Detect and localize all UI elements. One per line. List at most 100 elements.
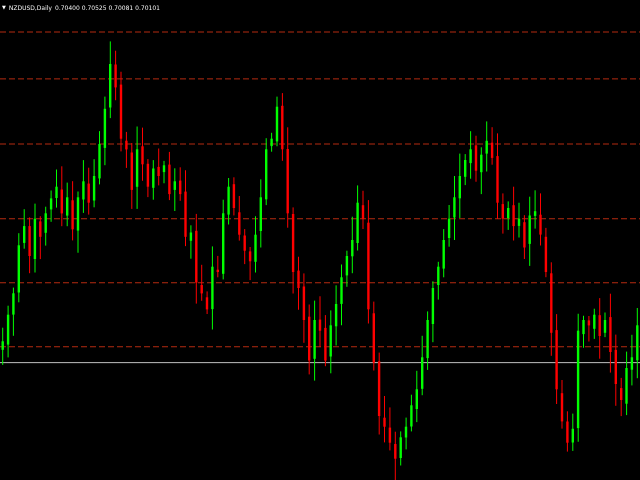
candle-body-91 (490, 142, 494, 158)
chart-header: ▼ NZDUSD,Daily 0.70400 0.70525 0.70081 0… (2, 3, 160, 13)
candle-body-76 (410, 405, 413, 427)
candle-body-84 (453, 197, 456, 218)
candle-body-85 (458, 176, 461, 199)
candle-body-82 (442, 240, 445, 269)
candle-body-79 (426, 320, 429, 359)
candle-body-65 (351, 240, 354, 257)
chart-symbol-label: NZDUSD,Daily (8, 4, 52, 12)
candle-body-22 (119, 84, 123, 139)
chart-menu-icon[interactable]: ▼ (2, 5, 6, 11)
candle-body-46 (248, 251, 252, 262)
candle-body-70 (377, 361, 381, 416)
candle-body-63 (340, 277, 343, 304)
candle-body-87 (469, 149, 472, 164)
candle-body-92 (496, 156, 499, 203)
candle-body-116 (625, 368, 628, 404)
candle-body-100 (539, 214, 542, 235)
candle-body-1 (6, 314, 10, 345)
candle-body-50 (270, 138, 273, 147)
candle-body-78 (421, 357, 424, 389)
candle-body-110 (593, 314, 596, 329)
candle-body-113 (609, 317, 612, 352)
candle-body-101 (544, 236, 548, 272)
candle-body-34 (184, 191, 187, 237)
candle-body-33 (179, 180, 182, 195)
candle-body-21 (114, 64, 117, 88)
candle-body-89 (480, 154, 483, 173)
candle-body-3 (17, 245, 20, 293)
candle-body-61 (329, 325, 332, 357)
candle-body-30 (162, 165, 166, 173)
candle-body-68 (367, 222, 370, 310)
candle-body-6 (33, 218, 37, 259)
candle-body-55 (297, 270, 300, 288)
candle-body-77 (415, 389, 418, 409)
chart-ohlc-readout: 0.70400 0.70525 0.70081 0.70101 (55, 4, 160, 12)
candle-body-107 (576, 330, 580, 429)
candle-body-20 (109, 64, 112, 108)
candle-body-40 (216, 269, 219, 272)
candle-body-108 (582, 320, 585, 335)
candle-body-88 (474, 145, 478, 171)
candle-body-25 (135, 149, 139, 187)
candle-body-96 (517, 218, 521, 226)
candle-body-74 (399, 437, 402, 458)
candle-body-17 (92, 176, 96, 201)
candle-body-75 (404, 426, 408, 438)
candle-body-114 (614, 349, 617, 384)
candle-body-9 (49, 198, 53, 210)
candle-body-66 (356, 202, 359, 243)
candle-body-99 (533, 211, 537, 216)
candle-body-37 (200, 285, 203, 294)
candle-body-29 (157, 166, 160, 176)
candle-body-47 (254, 234, 257, 262)
candle-body-57 (308, 316, 311, 361)
candle-body-41 (222, 213, 225, 274)
candle-body-49 (265, 149, 268, 200)
candle-body-7 (39, 221, 42, 237)
candle-body-93 (501, 204, 504, 219)
candle-body-15 (82, 181, 85, 200)
candle-body-11 (60, 189, 63, 214)
candle-body-60 (324, 327, 327, 361)
candle-body-71 (383, 417, 386, 427)
candle-body-94 (507, 208, 510, 219)
candle-body-0 (1, 341, 4, 350)
candle-body-18 (98, 144, 101, 179)
candle-body-103 (555, 330, 558, 390)
candle-body-4 (23, 226, 26, 243)
candle-body-97 (523, 222, 526, 248)
candle-body-48 (259, 197, 262, 231)
candle-body-81 (437, 266, 440, 285)
candle-body-62 (334, 304, 338, 327)
candle-body-58 (313, 320, 316, 359)
candle-body-28 (152, 168, 155, 188)
candle-body-16 (87, 183, 90, 203)
candle-body-95 (512, 205, 515, 227)
candle-body-112 (603, 320, 607, 333)
candle-body-104 (560, 393, 564, 422)
candle-body-90 (485, 140, 488, 154)
candle-body-26 (141, 146, 144, 165)
candle-body-13 (71, 200, 74, 230)
candle-body-98 (528, 215, 531, 244)
candle-body-35 (189, 232, 193, 241)
candle-body-2 (12, 293, 15, 315)
candle-body-39 (211, 266, 214, 310)
candle-body-12 (66, 197, 69, 216)
candle-body-86 (464, 160, 467, 177)
candle-body-42 (227, 186, 230, 215)
candle-body-24 (130, 152, 133, 190)
candle-body-32 (173, 181, 176, 190)
candle-body-53 (286, 149, 289, 214)
candle-body-105 (566, 421, 569, 443)
candle-body-118 (636, 325, 639, 361)
candle-body-14 (76, 197, 80, 231)
candle-body-54 (291, 214, 295, 272)
candle-body-38 (205, 297, 209, 310)
candle-body-36 (195, 230, 198, 283)
candle-body-5 (28, 226, 31, 256)
candle-body-115 (620, 388, 623, 400)
